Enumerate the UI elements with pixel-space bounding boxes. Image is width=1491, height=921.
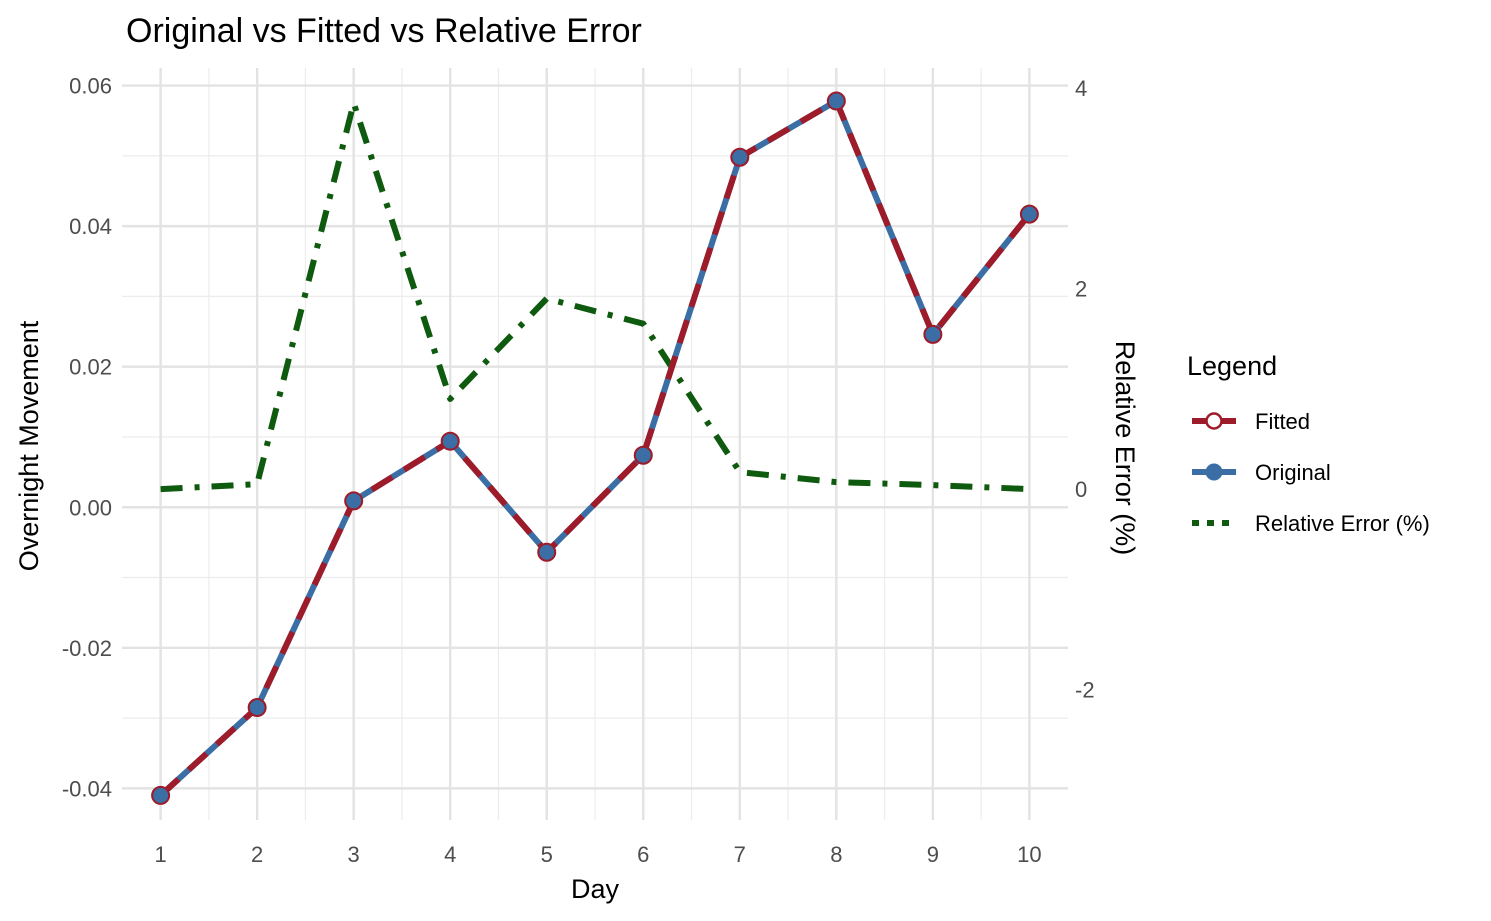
y2-axis-title: Relative Error (%) <box>1110 341 1140 556</box>
point-original <box>826 91 846 111</box>
x-tick-label: 8 <box>830 842 842 867</box>
y-tick-label: -0.04 <box>62 776 112 801</box>
legend-label: Relative Error (%) <box>1255 511 1430 536</box>
x-tick-label: 10 <box>1017 842 1041 867</box>
grid-minor <box>122 68 1068 820</box>
y-axis-title: Overnight Movement <box>14 320 44 571</box>
y-tick-label: -0.02 <box>62 636 112 661</box>
point-original <box>247 698 267 718</box>
y2-tick-label: 2 <box>1075 277 1087 302</box>
point-original <box>151 785 171 805</box>
point-original <box>537 542 557 562</box>
y2-tick-label: -2 <box>1075 678 1095 703</box>
legend-key-marker <box>1205 463 1223 481</box>
x-tick-label: 3 <box>348 842 360 867</box>
y-tick-label: 0.04 <box>69 214 112 239</box>
point-original <box>344 491 364 511</box>
y-tick-label: 0.06 <box>69 74 112 99</box>
y2-tick-label: 0 <box>1075 477 1087 502</box>
y2-axis-ticks: -2 0 2 4 <box>1075 76 1095 703</box>
chart-title: Original vs Fitted vs Relative Error <box>126 12 642 50</box>
point-original <box>1019 204 1039 224</box>
y-tick-label: 0.02 <box>69 355 112 380</box>
series-line-fitted <box>158 98 1032 798</box>
legend-title: Legend <box>1187 351 1277 381</box>
legend-key-marker <box>1205 412 1223 430</box>
legend-label: Original <box>1255 460 1331 485</box>
x-tick-label: 2 <box>251 842 263 867</box>
point-original <box>923 324 943 344</box>
x-axis-title: Day <box>571 874 620 904</box>
x-tick-label: 5 <box>541 842 553 867</box>
x-tick-label: 9 <box>927 842 939 867</box>
y2-tick-label: 4 <box>1075 76 1087 101</box>
x-tick-label: 4 <box>444 842 456 867</box>
y-axis-ticks: -0.04 -0.02 0.00 0.02 0.04 0.06 <box>62 74 112 802</box>
legend-label: Fitted <box>1255 409 1310 434</box>
x-tick-label: 1 <box>154 842 166 867</box>
point-original <box>440 431 460 451</box>
point-original <box>730 147 750 167</box>
x-tick-label: 6 <box>637 842 649 867</box>
y-tick-label: 0.00 <box>69 495 112 520</box>
series-line-relative-error <box>160 100 1030 493</box>
x-tick-label: 7 <box>734 842 746 867</box>
series-layer <box>151 91 1039 805</box>
point-original <box>633 445 653 465</box>
legend: Legend Fitted Original Relative Error (%) <box>1187 351 1430 536</box>
x-axis-ticks: 1 2 3 4 5 6 7 8 9 10 <box>154 842 1041 867</box>
